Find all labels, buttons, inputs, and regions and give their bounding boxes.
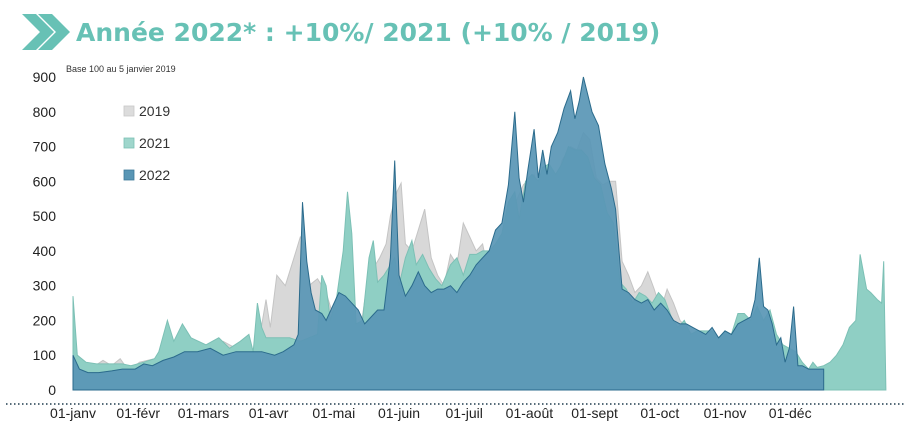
y-tick-label: 500 bbox=[33, 208, 57, 224]
x-tick-label: 01-avr bbox=[249, 405, 289, 421]
legend-label-2019: 2019 bbox=[139, 103, 170, 119]
legend-label-2022: 2022 bbox=[139, 167, 170, 183]
y-tick-label: 0 bbox=[48, 382, 56, 398]
y-tick-label: 200 bbox=[33, 312, 57, 328]
y-tick-label: 800 bbox=[33, 104, 57, 120]
y-axis-ticks: 0 100 200 300 400 500 600 700 800 900 bbox=[33, 69, 57, 398]
legend-swatch-2022 bbox=[123, 169, 135, 181]
chevron-left-shape bbox=[22, 14, 54, 50]
x-tick-label: 01-juil bbox=[446, 405, 483, 421]
series-area-2022 bbox=[72, 76, 825, 391]
y-tick-label: 400 bbox=[33, 243, 57, 259]
legend-swatch-2021 bbox=[123, 137, 135, 149]
y-tick-label: 300 bbox=[33, 278, 57, 294]
legend-label-2021: 2021 bbox=[139, 135, 170, 151]
x-tick-label: 01-déc bbox=[769, 405, 812, 421]
chart-legend: 2019 2021 2022 bbox=[123, 103, 170, 183]
title-bar: Année 2022* : +10%/ 2021 (+10% / 2019) bbox=[22, 10, 660, 54]
x-tick-label: 01-août bbox=[506, 405, 554, 421]
y-tick-label: 600 bbox=[33, 173, 57, 189]
chart-areas bbox=[72, 76, 887, 391]
y-tick-label: 100 bbox=[33, 347, 57, 363]
double-chevron-icon bbox=[22, 14, 70, 50]
x-axis-ticks: 01-janv 01-févr 01-mars 01-avr 01-mai 01-juin… bbox=[50, 405, 812, 421]
chevron-right-shape bbox=[38, 14, 70, 50]
x-tick-label: 01-oct bbox=[640, 405, 679, 421]
y-tick-label: 900 bbox=[33, 69, 57, 85]
y-tick-label: 700 bbox=[33, 139, 57, 155]
x-tick-label: 01-janv bbox=[50, 405, 96, 421]
x-tick-label: 01-nov bbox=[704, 405, 747, 421]
x-tick-label: 01-mai bbox=[312, 405, 355, 421]
x-tick-label: 01-févr bbox=[116, 405, 160, 421]
legend-swatch-2019 bbox=[123, 105, 135, 117]
x-tick-label: 01-mars bbox=[178, 405, 229, 421]
chart-subtitle: Base 100 au 5 janvier 2019 bbox=[66, 64, 176, 74]
x-tick-label: 01-juin bbox=[378, 405, 420, 421]
page-title: Année 2022* : +10%/ 2021 (+10% / 2019) bbox=[76, 17, 661, 47]
x-tick-label: 01-sept bbox=[571, 405, 618, 421]
